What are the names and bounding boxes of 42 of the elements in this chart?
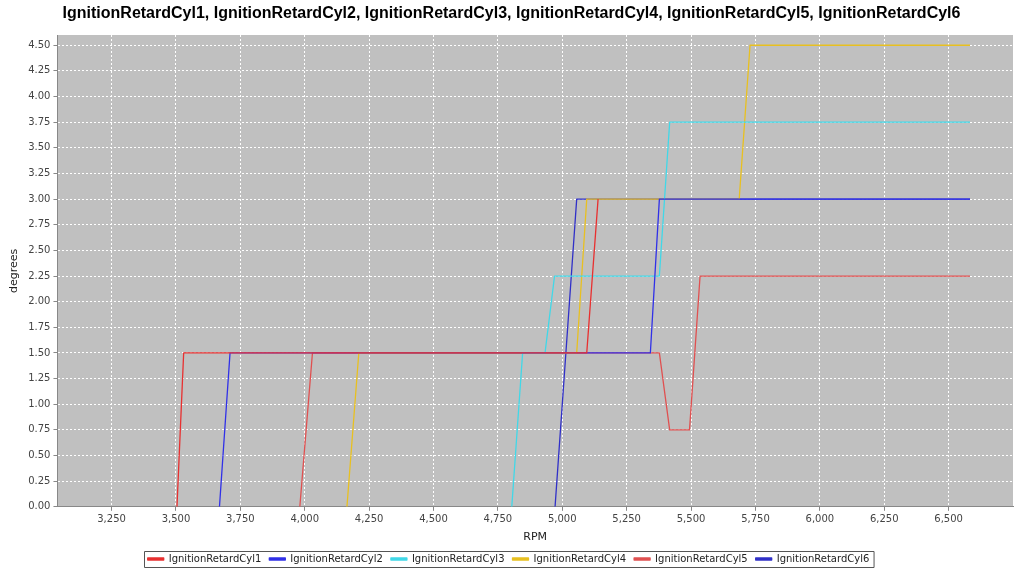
- x-axis-title: RPM: [523, 530, 548, 544]
- y-tick-label: 0.75: [28, 423, 51, 435]
- x-tick-label: 3,250: [97, 513, 126, 525]
- legend-label: IgnitionRetardCyl4: [533, 552, 627, 564]
- x-tick-label: 5,750: [741, 513, 770, 525]
- x-tick-label: 6,000: [805, 513, 835, 525]
- y-tick-label: 1.50: [28, 346, 51, 358]
- x-tick-label: 4,750: [483, 513, 513, 525]
- legend-label: IgnitionRetardCyl3: [411, 552, 505, 564]
- y-tick-label: 0.00: [28, 500, 51, 512]
- x-tick-label: 3,500: [161, 513, 191, 525]
- chart-title: IgnitionRetardCyl1, IgnitionRetardCyl2, IgnitionRetardCyl3, IgnitionRetardCyl4, IgnitionRetardCyl5, IgnitionRetardCyl6: [61, 3, 962, 23]
- y-tick-label: 0.50: [28, 449, 51, 461]
- x-tick-label: 3,750: [226, 513, 255, 525]
- y-tick-label: 2.50: [28, 243, 51, 255]
- y-tick-label: 1.25: [28, 372, 51, 384]
- legend-label: IgnitionRetardCyl1: [168, 552, 262, 564]
- legend-label: IgnitionRetardCyl6: [776, 552, 870, 564]
- y-tick-label: 3.00: [28, 192, 51, 204]
- x-tick-label: 5,500: [676, 513, 706, 525]
- y-tick-label: 4.25: [28, 64, 51, 76]
- x-tick-label: 6,250: [869, 513, 899, 525]
- x-tick-label: 4,500: [419, 513, 448, 525]
- y-tick-label: 4.50: [28, 38, 51, 50]
- legend-label: IgnitionRetardCyl2: [290, 552, 383, 564]
- y-tick-label: 2.25: [28, 269, 51, 281]
- x-tick-label: 5,000: [547, 513, 577, 525]
- x-tick-label: 4,250: [354, 513, 384, 525]
- x-tick-label: 6,500: [934, 513, 963, 525]
- y-tick-label: 3.50: [28, 141, 51, 153]
- y-tick-label: 2.00: [28, 295, 51, 307]
- y-tick-label: 3.25: [28, 167, 51, 179]
- y-tick-label: 1.75: [28, 320, 51, 332]
- legend-label: IgnitionRetardCyl5: [655, 552, 748, 564]
- y-tick-label: 1.00: [28, 397, 51, 409]
- y-tick-label: 3.75: [28, 115, 51, 127]
- x-tick-label: 5,250: [612, 513, 641, 525]
- y-axis-title: degrees: [7, 248, 21, 294]
- y-tick-label: 0.25: [28, 474, 51, 486]
- x-tick-label: 4,000: [290, 513, 320, 525]
- y-tick-label: 4.00: [28, 90, 51, 102]
- y-tick-label: 2.75: [28, 218, 51, 230]
